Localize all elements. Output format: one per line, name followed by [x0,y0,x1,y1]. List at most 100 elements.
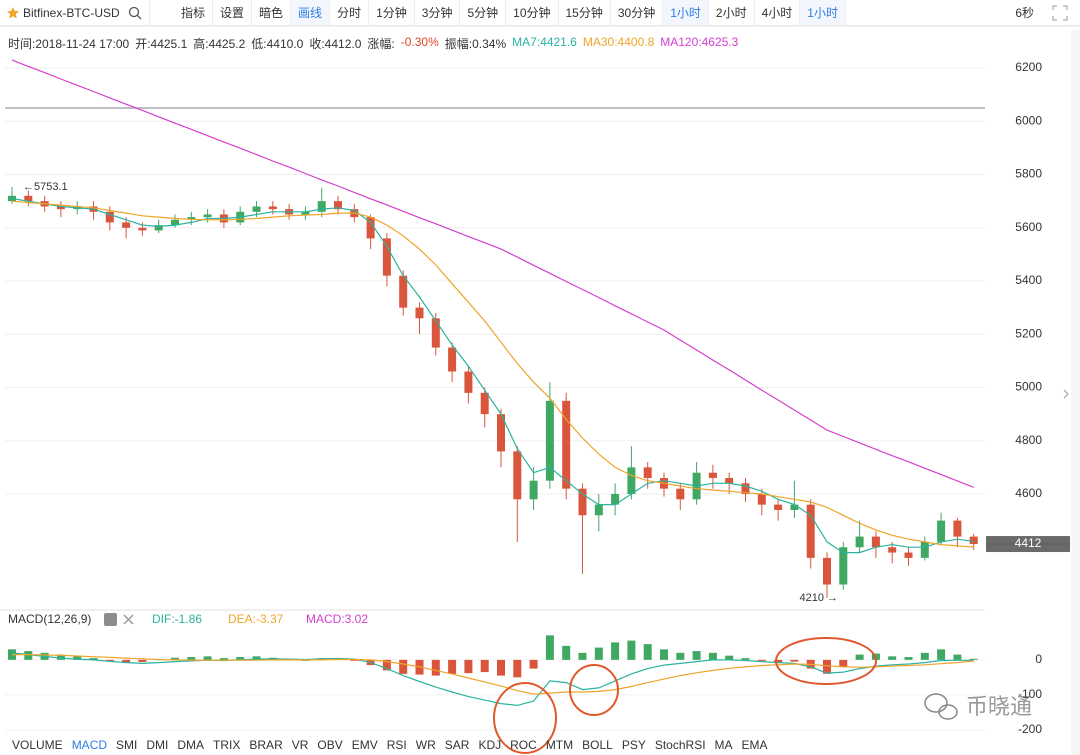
period-button[interactable]: 3分钟 [415,0,461,25]
candle-body [969,536,978,545]
macd-bar [757,659,766,661]
macd-bar [236,657,245,660]
tool-button[interactable]: 暗色 [252,0,292,25]
macd-bar [611,642,620,660]
y-tick-label: 4600 [1015,486,1042,500]
indicator-tab[interactable]: StochRSI [654,738,706,752]
candle-body [105,211,114,223]
close-icon[interactable] [123,614,134,625]
candle-body [904,552,913,558]
indicator-tab[interactable]: ROC [510,738,537,752]
indicator-tab[interactable]: VOLUME [12,738,63,752]
candle-body [545,400,554,481]
star-icon [7,6,19,18]
scrollbar[interactable] [1071,30,1080,755]
candle-body [920,541,929,558]
macd-line [11,652,974,707]
indicator-tab[interactable]: MACD [71,738,108,752]
indicator-tab[interactable]: OBV [317,738,343,752]
candle-body [774,504,783,510]
indicator-tab[interactable]: DMA [177,738,205,752]
candle-body [464,371,473,393]
candle-body [8,195,16,202]
indicator-tab[interactable]: BOLL [582,738,613,752]
candle-body [301,211,310,215]
candle-body [823,557,831,585]
indicator-tab[interactable]: VR [291,738,309,752]
candle-body [252,206,261,212]
candle-body [806,504,815,558]
candle-body [627,467,636,494]
period-button[interactable]: 30分钟 [611,0,664,25]
indicator-tab[interactable]: RSI [386,738,407,752]
indicator-tab[interactable]: SMI [116,738,138,752]
period-button[interactable]: 5分钟 [460,0,507,25]
indicator-tab[interactable]: MA [714,738,733,752]
indicator-tab[interactable]: EMV [351,738,378,752]
y-tick-label: 5800 [1015,167,1042,181]
macd-bar [382,659,391,671]
info-item: 低:4410.0 [251,37,304,51]
candle-body [366,217,375,239]
indicator-tab[interactable]: KDJ [478,738,502,752]
indicator-tab[interactable]: TRIX [213,738,241,752]
period-button[interactable]: 1分钟 [369,0,415,25]
indicator-tabs: VOLUME MACD SMI DMI DMA TRIX BRAR VR OBV EMV RSI WR… [12,738,768,752]
indicator-tab[interactable]: DMI [146,738,169,752]
macd-bar [643,644,652,660]
macd-bar [562,645,571,660]
candle-body [382,238,391,276]
tool-button[interactable]: 画线 [291,0,331,25]
search-icon[interactable] [128,6,142,20]
macd-bar [790,659,799,662]
annotation-circle [569,664,619,716]
macd-bar [464,659,473,674]
period-button[interactable]: 1小时 [800,0,846,25]
info-item: MA7:4421.6 [512,35,577,49]
candle-body [643,467,652,479]
fullscreen-icon[interactable] [1052,5,1068,21]
indicator-tab[interactable]: BRAR [249,738,283,752]
period-button[interactable]: 4小时 [755,0,801,25]
candle-body [513,451,522,500]
scroll-arrow[interactable] [1063,389,1069,399]
macd-legend: DIF:-1.86 [152,612,202,626]
macd-bar [545,635,554,660]
candle-body [399,275,408,308]
ma-line [11,200,974,548]
tool-group: 指标 设置 暗色 画线 [174,0,331,25]
info-item: -0.30% [400,35,439,49]
symbol-selector[interactable]: Bitfinex-BTC-USD [0,0,150,25]
candle-body [871,536,880,548]
candle-body [594,504,603,516]
macd-bar [448,659,457,674]
settings-icon[interactable] [104,613,117,626]
tool-button[interactable]: 设置 [213,0,253,25]
refresh-interval[interactable]: 6秒 [1015,6,1034,20]
macd-bar [138,659,147,662]
tool-button[interactable]: 指标 [174,0,214,25]
candle-body [790,504,799,510]
info-item: MA30:4400.8 [582,35,655,49]
y-tick-label: -200 [1018,722,1042,736]
low-label: 4210 [800,592,824,604]
period-button[interactable]: 分时 [330,0,370,25]
indicator-tab[interactable]: PSY [621,738,646,752]
period-button[interactable]: 15分钟 [559,0,611,25]
indicator-tab[interactable]: EMA [741,738,768,752]
period-button[interactable]: 10分钟 [506,0,559,25]
indicator-tab[interactable]: SAR [444,738,470,752]
period-button[interactable]: 1小时 [663,0,709,25]
macd-bar [578,652,587,660]
macd-bar [627,640,636,660]
candle-body [708,472,717,479]
period-button[interactable]: 2小时 [709,0,755,25]
indicator-tab[interactable]: WR [415,738,436,752]
macd-title: MACD(12,26,9) [8,612,91,626]
y-tick-label: 5600 [1015,220,1042,234]
indicator-tab[interactable]: MTM [545,738,574,752]
candle-body [937,520,946,542]
macd-bar [937,649,946,660]
macd-bar [953,654,962,660]
